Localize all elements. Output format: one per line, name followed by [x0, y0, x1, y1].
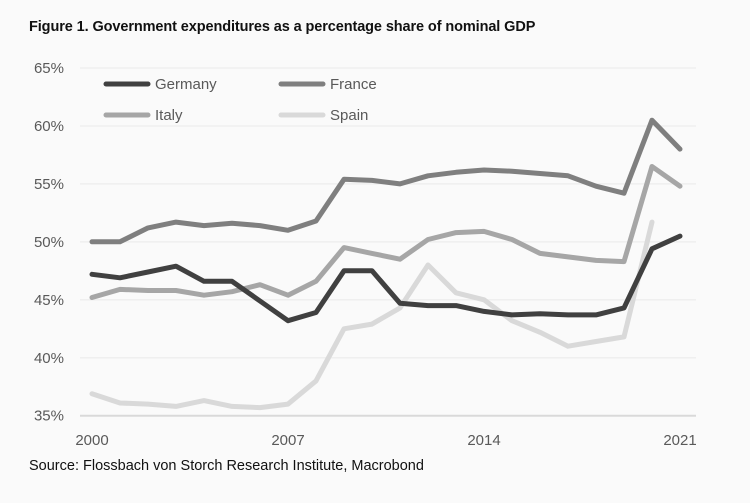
x-axis-tick-labels: 2000 2007 2014 2021	[75, 432, 696, 449]
series-line-italy	[89, 164, 683, 300]
x-tick-label: 2007	[271, 432, 304, 449]
legend-item-france: France	[278, 76, 377, 93]
legend-item-spain: Spain	[278, 107, 368, 124]
series-line-france	[89, 117, 683, 245]
series-line-germany	[89, 233, 683, 324]
legend-label: Italy	[155, 107, 183, 124]
x-tick-label: 2021	[663, 432, 696, 449]
source-note: Source: Flossbach von Storch Research In…	[29, 458, 424, 474]
legend-label: Germany	[155, 76, 217, 93]
y-axis-tick-labels: 35% 40% 45% 50% 55% 60% 65%	[34, 60, 64, 425]
legend-label: Spain	[330, 107, 368, 124]
legend-label: France	[330, 76, 377, 93]
series-lines	[89, 117, 683, 411]
y-tick-label: 55%	[34, 176, 64, 193]
series-line-spain	[89, 219, 655, 411]
y-tick-label: 45%	[34, 292, 64, 309]
chart-title: Figure 1. Government expenditures as a p…	[29, 19, 536, 35]
x-tick-label: 2014	[467, 432, 500, 449]
legend-item-germany: Germany	[103, 76, 217, 93]
y-tick-label: 35%	[34, 408, 64, 425]
y-tick-label: 40%	[34, 350, 64, 367]
y-tick-label: 50%	[34, 234, 64, 251]
y-tick-label: 60%	[34, 118, 64, 135]
legend-item-italy: Italy	[103, 107, 183, 124]
x-tick-label: 2000	[75, 432, 108, 449]
legend: Germany France Italy Spain	[103, 76, 377, 124]
y-tick-label: 65%	[34, 60, 64, 77]
